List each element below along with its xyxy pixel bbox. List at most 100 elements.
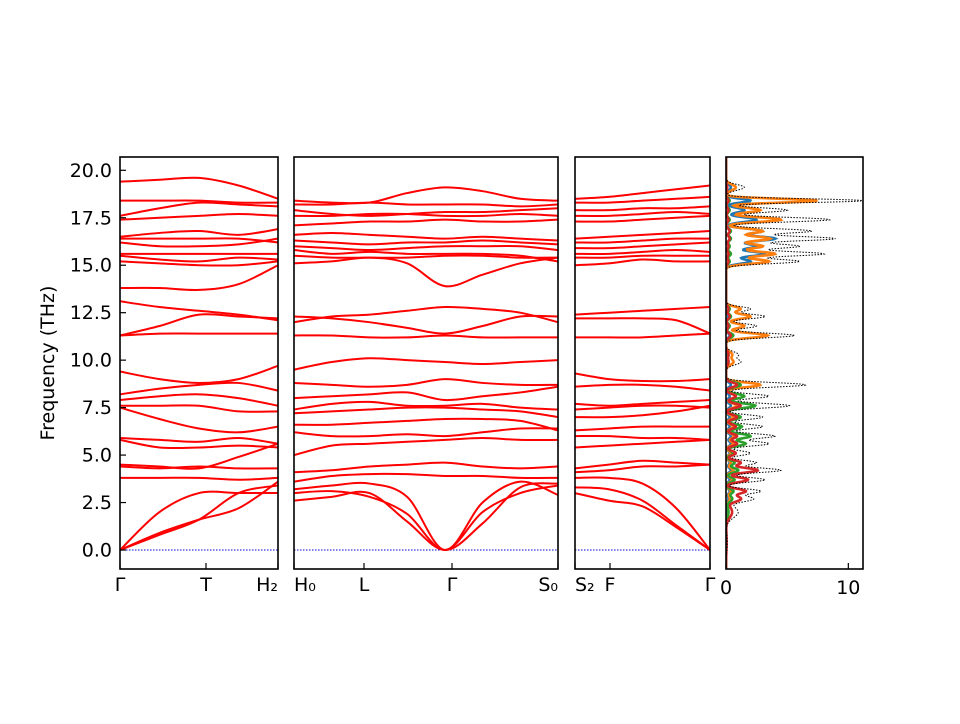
dos-group (726, 157, 863, 569)
phonon-band-line (294, 186, 558, 205)
phonon-band-line (575, 399, 710, 407)
phonon-band-line (575, 486, 710, 551)
high-symmetry-label: F (605, 574, 616, 596)
phonon-band-line (575, 237, 710, 244)
phonon-band-line (120, 260, 278, 267)
phonon-band-line (294, 417, 558, 432)
phonon-band-line (575, 425, 710, 432)
phonon-band-line (575, 463, 710, 474)
phonon-band-line (575, 438, 710, 449)
phonon-band-line (294, 357, 558, 371)
phonon-band-line (120, 364, 278, 384)
phonon-band-line (120, 438, 278, 450)
phonon-band-line (575, 249, 710, 255)
phonon-band-line (575, 459, 710, 470)
phonon-band-line (294, 256, 558, 288)
phonon-band-line (120, 199, 278, 204)
phonon-band-line (120, 465, 278, 470)
phonon-band-line (575, 332, 710, 339)
phonon-band-line (120, 237, 278, 248)
band-group (120, 176, 278, 551)
phonon-band-line (120, 480, 278, 551)
high-symmetry-label: S₀ (538, 574, 558, 596)
phonon-band-line (120, 228, 278, 238)
phonon-band-line (120, 381, 278, 396)
high-symmetry-label: Γ (447, 574, 458, 596)
phonon-band-line (294, 436, 558, 457)
y-tick-label: 10.0 (70, 350, 112, 372)
phonon-band-line (120, 490, 278, 551)
band-panel-frame (293, 156, 559, 570)
phonon-band-line (294, 254, 558, 259)
phonon-band-line (294, 231, 558, 242)
phonon-band-line (575, 205, 710, 212)
phonon-band-line (294, 406, 558, 419)
band-group (294, 186, 558, 552)
phonon-band-line (294, 472, 558, 483)
high-symmetry-label: T (199, 574, 212, 596)
phonon-band-line (120, 393, 278, 407)
phonon-band-line (575, 476, 710, 551)
dos-panel-frame (725, 156, 864, 570)
phonon-band-line (575, 434, 710, 441)
y-tick-label: 17.5 (70, 207, 112, 229)
phonon-band-line (575, 383, 710, 392)
phonon-band-line (294, 218, 558, 227)
phonon-band-line (575, 230, 710, 240)
high-symmetry-label: S₂ (575, 574, 595, 596)
phonon-band-line (120, 332, 278, 337)
partial-dos-line (726, 157, 818, 569)
band-panel-frame (119, 156, 279, 570)
y-tick-label: 2.5 (82, 492, 112, 514)
phonon-band-line (294, 482, 558, 552)
band-group (575, 184, 710, 551)
high-symmetry-label: Γ (705, 574, 716, 596)
phonon-band-line (575, 258, 710, 267)
phonon-band-line (575, 195, 710, 204)
phonon-band-line (575, 241, 710, 250)
phonon-band-line (294, 378, 558, 388)
phonon-band-line (575, 305, 710, 316)
y-tick-label: 5.0 (82, 445, 112, 467)
phonon-band-line (294, 305, 558, 324)
phonon-band-line (120, 264, 278, 292)
high-symmetry-label: H₂ (256, 574, 278, 596)
y-tick-label: 12.5 (70, 302, 112, 324)
phonon-band-line (294, 461, 558, 474)
high-symmetry-label: L (359, 574, 370, 596)
band-panel-frame (574, 156, 711, 570)
phonon-band-line (294, 239, 558, 246)
phonon-band-line (120, 254, 278, 263)
phonon-band-line (120, 476, 278, 481)
phonon-band-line (294, 212, 558, 218)
phonon-band-line (294, 385, 558, 402)
total-dos-line (726, 157, 863, 569)
y-axis-label: Frequency (THz) (37, 286, 59, 441)
phonon-band-line (120, 212, 278, 221)
phonon-band-line (294, 201, 558, 208)
phonon-band-line (294, 400, 558, 411)
phonon-band-line (294, 427, 558, 438)
phonon-band-line (294, 334, 558, 339)
dos-x-tick-label: 10 (836, 577, 860, 599)
phonon-band-line (294, 480, 558, 552)
high-symmetry-label: Γ (115, 574, 126, 596)
phonon-band-line (294, 314, 558, 335)
dos-x-tick-label: 0 (720, 577, 732, 599)
y-tick-label: 20.0 (70, 160, 112, 182)
phonon-band-line (120, 436, 278, 445)
y-tick-label: 7.5 (82, 397, 112, 419)
phonon-band-line (294, 249, 558, 263)
phonon-band-line (575, 211, 710, 217)
phonon-band-line (120, 442, 278, 470)
phonon-band-line (575, 317, 710, 335)
phonon-band-line (120, 406, 278, 434)
high-symmetry-label: H₀ (294, 574, 316, 596)
phonon-band-line (294, 484, 558, 552)
phonon-band-line (575, 372, 710, 383)
phonon-band-line (120, 237, 278, 244)
phonon-band-line (575, 184, 710, 200)
phonon-band-line (120, 404, 278, 413)
